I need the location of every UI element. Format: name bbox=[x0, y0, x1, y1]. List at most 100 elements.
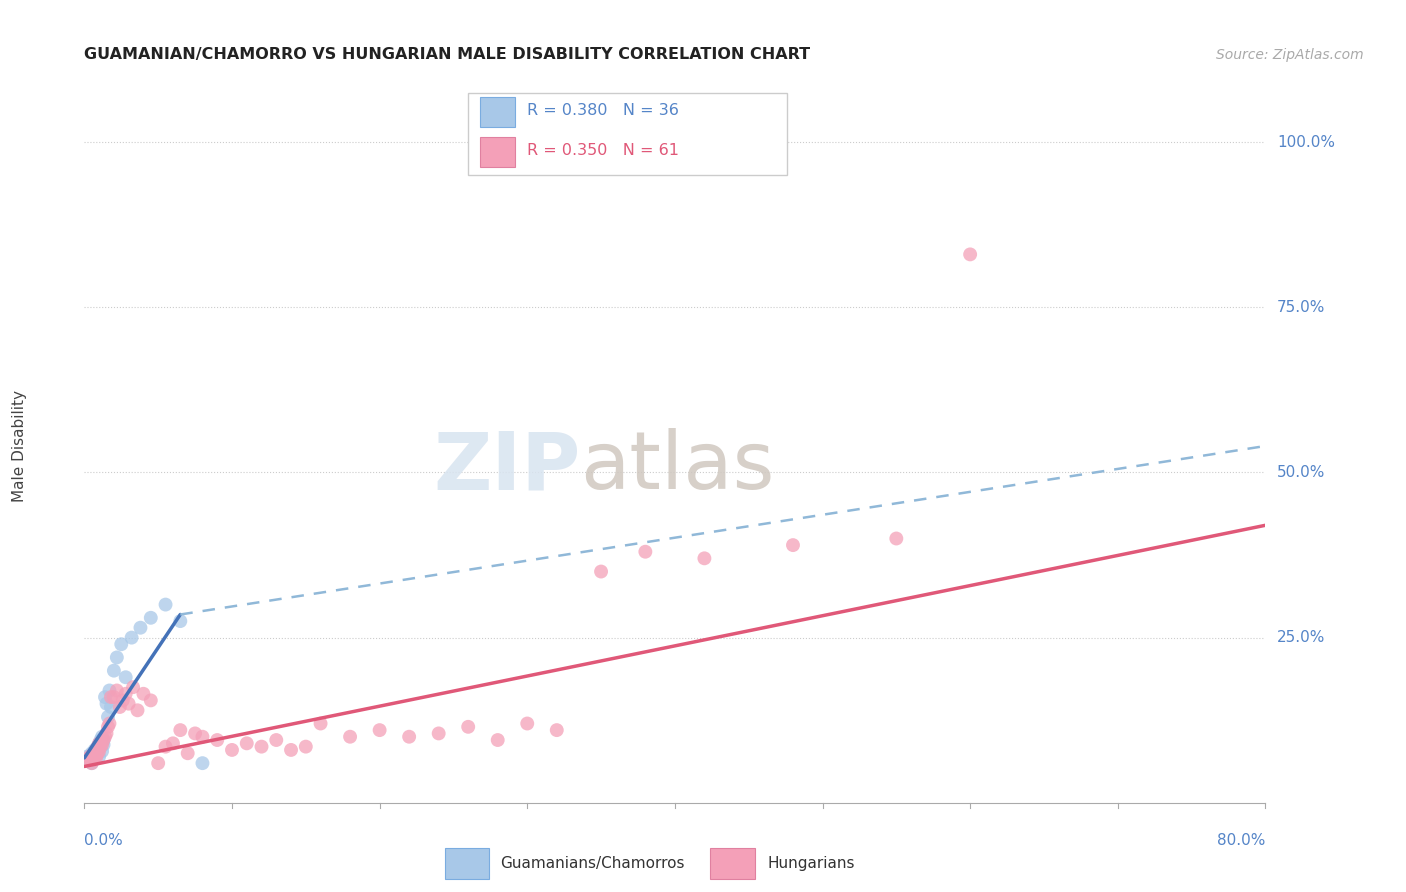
Point bbox=[77, 753, 100, 767]
Point bbox=[516, 716, 538, 731]
Point bbox=[169, 723, 191, 738]
Point bbox=[155, 598, 177, 612]
Point bbox=[80, 748, 103, 763]
Point bbox=[80, 756, 103, 771]
Point bbox=[177, 746, 200, 760]
Point bbox=[83, 746, 105, 760]
Point bbox=[96, 726, 118, 740]
Text: ZIP: ZIP bbox=[433, 428, 581, 507]
Point bbox=[129, 621, 152, 635]
Text: R = 0.380   N = 36: R = 0.380 N = 36 bbox=[527, 103, 679, 118]
FancyBboxPatch shape bbox=[479, 136, 516, 167]
Point bbox=[82, 753, 104, 767]
Point bbox=[139, 693, 162, 707]
Point bbox=[90, 739, 112, 754]
Point bbox=[79, 749, 101, 764]
Point bbox=[84, 748, 107, 763]
Point bbox=[83, 749, 105, 764]
Point bbox=[309, 716, 332, 731]
Point bbox=[139, 611, 162, 625]
FancyBboxPatch shape bbox=[468, 93, 787, 175]
Text: atlas: atlas bbox=[581, 428, 775, 507]
Point bbox=[87, 736, 111, 750]
Point bbox=[86, 739, 108, 754]
Point bbox=[132, 687, 155, 701]
Point bbox=[693, 551, 716, 566]
Text: 100.0%: 100.0% bbox=[1277, 135, 1336, 150]
Point bbox=[84, 751, 107, 765]
Point bbox=[205, 733, 228, 747]
Point bbox=[87, 744, 111, 758]
Point bbox=[84, 743, 107, 757]
Point bbox=[105, 650, 128, 665]
Text: R = 0.350   N = 61: R = 0.350 N = 61 bbox=[527, 143, 679, 158]
Point bbox=[959, 247, 981, 261]
Point bbox=[96, 697, 118, 711]
Point bbox=[83, 751, 105, 765]
Point bbox=[100, 690, 122, 704]
Point bbox=[76, 749, 98, 764]
Point bbox=[398, 730, 420, 744]
FancyBboxPatch shape bbox=[479, 97, 516, 128]
Point bbox=[91, 730, 114, 744]
Point bbox=[122, 680, 145, 694]
Point bbox=[634, 545, 657, 559]
Point bbox=[114, 670, 136, 684]
Point bbox=[110, 637, 132, 651]
Point bbox=[339, 730, 361, 744]
Point bbox=[82, 753, 104, 767]
Point bbox=[100, 700, 122, 714]
Point bbox=[264, 733, 288, 747]
Point bbox=[86, 743, 108, 757]
Point bbox=[191, 730, 214, 744]
Point bbox=[90, 739, 112, 754]
Point bbox=[93, 738, 115, 752]
Point bbox=[83, 743, 105, 757]
Point bbox=[84, 746, 107, 760]
Text: 25.0%: 25.0% bbox=[1277, 630, 1326, 645]
Point bbox=[103, 690, 125, 704]
Point bbox=[155, 739, 177, 754]
Point bbox=[162, 736, 184, 750]
Point bbox=[105, 683, 128, 698]
Point bbox=[94, 730, 117, 744]
Point bbox=[103, 664, 125, 678]
Point bbox=[86, 746, 108, 760]
Point bbox=[91, 738, 114, 752]
Point bbox=[79, 751, 101, 765]
Text: 50.0%: 50.0% bbox=[1277, 465, 1326, 480]
Point bbox=[80, 756, 103, 771]
Point bbox=[280, 743, 302, 757]
Point bbox=[295, 739, 318, 754]
Point bbox=[90, 733, 112, 747]
Point bbox=[546, 723, 568, 738]
Text: 80.0%: 80.0% bbox=[1218, 832, 1265, 847]
Point bbox=[80, 746, 103, 760]
Point bbox=[98, 716, 121, 731]
Point bbox=[250, 739, 273, 754]
Point bbox=[76, 753, 98, 767]
Point bbox=[591, 565, 613, 579]
Point bbox=[111, 693, 134, 707]
Point bbox=[127, 703, 149, 717]
Point bbox=[235, 736, 259, 750]
Point bbox=[108, 700, 131, 714]
Point bbox=[97, 720, 120, 734]
Point bbox=[169, 614, 191, 628]
Point bbox=[94, 690, 117, 704]
Text: Guamanians/Chamorros: Guamanians/Chamorros bbox=[501, 856, 685, 871]
Point bbox=[97, 710, 120, 724]
Point bbox=[87, 736, 111, 750]
Point bbox=[148, 756, 170, 771]
Point bbox=[121, 631, 143, 645]
Point bbox=[368, 723, 391, 738]
Point bbox=[118, 697, 141, 711]
Point bbox=[82, 749, 104, 764]
Text: 75.0%: 75.0% bbox=[1277, 300, 1326, 315]
Point bbox=[93, 733, 115, 747]
Point bbox=[782, 538, 804, 552]
Point bbox=[91, 744, 114, 758]
Text: 0.0%: 0.0% bbox=[84, 832, 124, 847]
Text: Source: ZipAtlas.com: Source: ZipAtlas.com bbox=[1216, 48, 1364, 62]
FancyBboxPatch shape bbox=[444, 847, 489, 880]
